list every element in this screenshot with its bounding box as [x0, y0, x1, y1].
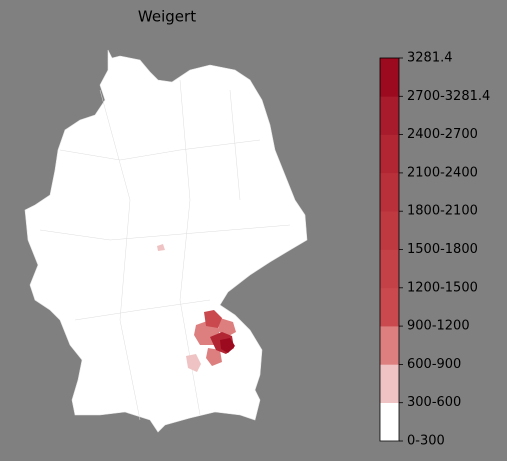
colorbar-label: 600-900: [407, 357, 461, 372]
colorbar-cell: [380, 134, 399, 174]
colorbar-label: 2100-2400: [407, 165, 478, 180]
colorbar-cell: [380, 364, 399, 403]
colorbar-cell: [380, 211, 399, 250]
colorbar-label: 1500-1800: [407, 242, 478, 257]
map-title: Weigert: [138, 8, 196, 26]
region-highlight: [157, 244, 165, 251]
colorbar-label: 0-300: [407, 434, 445, 449]
colorbar-cell: [380, 96, 399, 135]
colorbar-label: 900-1200: [407, 319, 470, 334]
colorbar-cell: [380, 287, 399, 327]
region-highlight: [220, 338, 235, 353]
region-borders: [39, 79, 291, 421]
colorbar-label: 2700-3281.4: [407, 89, 490, 104]
region-highlight: [186, 354, 201, 372]
colorbar-label: 300-600: [407, 395, 461, 410]
colorbar-cell: [380, 402, 399, 442]
colorbar-cell: [380, 58, 399, 97]
colorbar-label: 1800-2100: [407, 204, 478, 219]
colorbar-label: 3281.4: [407, 51, 453, 66]
map: [24, 49, 308, 433]
colorbar: 0-300 300-600 600-900 900-1200 1200-1500 1500…: [379, 51, 490, 449]
colorbar-cell: [380, 172, 399, 212]
colorbar-label: 2400-2700: [407, 127, 478, 142]
region-highlight: [206, 348, 222, 366]
region-highlight: [204, 310, 222, 328]
colorbar-cell: [380, 249, 399, 289]
colorbar-cell: [380, 326, 399, 365]
country-outline: [24, 49, 308, 433]
colorbar-label: 1200-1500: [407, 280, 478, 295]
